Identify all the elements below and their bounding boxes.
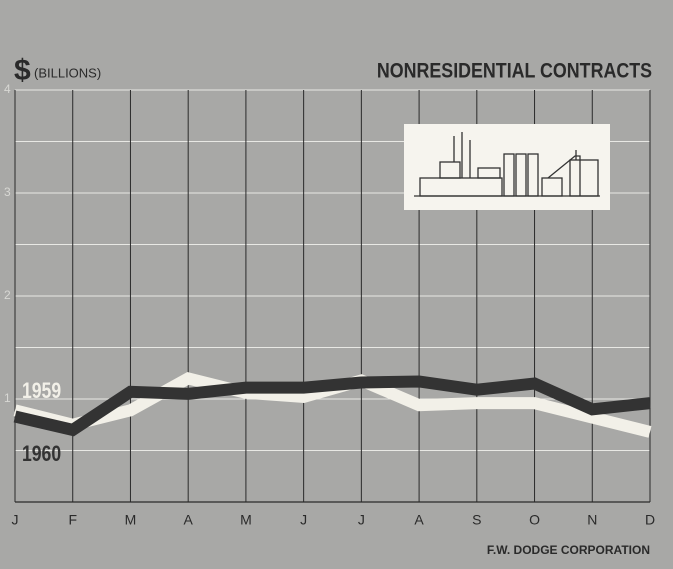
x-tick-label: J xyxy=(300,512,307,528)
x-tick-label: F xyxy=(68,512,77,528)
y-axis-label: (BILLIONS) xyxy=(34,65,101,80)
x-tick-label: M xyxy=(125,512,137,528)
x-tick-label: J xyxy=(358,512,365,528)
illustration-box xyxy=(404,124,610,210)
legend-label: 1960 xyxy=(22,442,61,466)
chart-title: NONRESIDENTIAL CONTRACTS xyxy=(377,59,652,83)
x-tick-label: M xyxy=(240,512,252,528)
x-tick-label: N xyxy=(587,512,597,528)
x-tick-label: A xyxy=(184,512,194,528)
x-tick-label: S xyxy=(472,512,481,528)
legend-label: 1959 xyxy=(22,379,61,403)
y-tick-label: 1 xyxy=(4,391,11,405)
x-tick-label: O xyxy=(529,512,540,528)
illustration xyxy=(404,124,610,210)
y-tick-label: 4 xyxy=(4,82,11,96)
chart: $ (BILLIONS) NONRESIDENTIAL CONTRACTS F.… xyxy=(0,0,673,569)
currency-symbol: $ xyxy=(14,54,31,87)
source: F.W. DODGE CORPORATION xyxy=(487,543,650,557)
y-tick-label: 3 xyxy=(4,185,11,199)
y-tick-label: 2 xyxy=(4,288,11,302)
x-tick-label: A xyxy=(414,512,424,528)
background xyxy=(0,0,673,569)
x-tick-label: J xyxy=(12,512,19,528)
x-tick-label: D xyxy=(645,512,655,528)
